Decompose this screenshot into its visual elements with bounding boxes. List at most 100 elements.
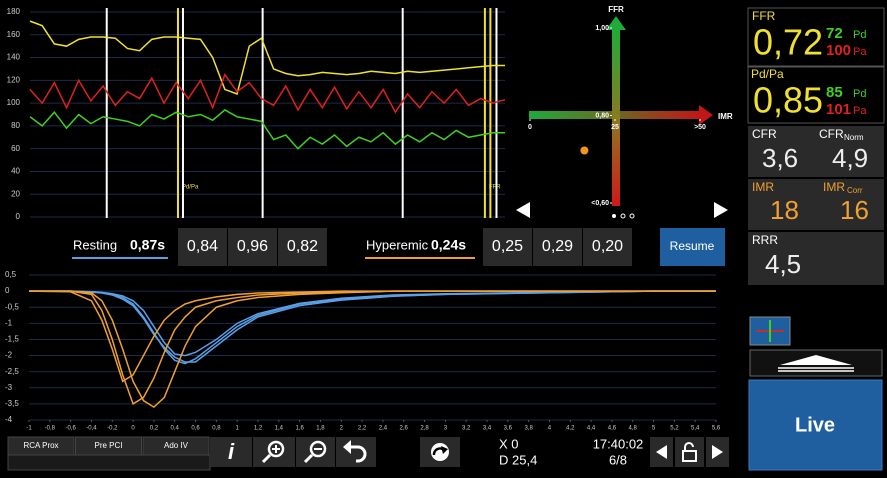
x-tick-label: -0,8	[45, 426, 56, 432]
x-tick-label: 2,6	[400, 426, 409, 432]
series-line	[28, 290, 716, 383]
x-tick-label: 0	[131, 426, 135, 432]
drawer-icon	[780, 355, 852, 365]
info-button[interactable]	[210, 437, 252, 467]
measurement-box	[533, 228, 582, 266]
series-line	[29, 290, 716, 406]
x-tick-label: 3,8	[524, 426, 533, 432]
measurement-value: 0,96	[237, 238, 268, 255]
x-tick-label: 5,4	[691, 426, 700, 432]
hyperemic-label: Hyperemic	[366, 237, 429, 252]
x-tick-label: 0,2	[150, 426, 159, 432]
y-tick-label: 0,80	[595, 112, 609, 119]
tab-label: RCA Prox	[23, 441, 58, 450]
cfr-norm-sub: Norm	[844, 133, 864, 142]
pa-label: Pa	[853, 46, 867, 58]
live-label: Live	[795, 414, 835, 436]
x-tick-label: 0	[528, 124, 532, 131]
x-tick-label: 4,4	[587, 426, 596, 432]
measurement-value: 0,20	[592, 238, 623, 255]
y-tick-label: 60	[11, 144, 20, 153]
pd-label: Pd	[853, 88, 866, 100]
x-tick-label: 0,4	[171, 426, 180, 432]
ffr-axis	[612, 30, 620, 206]
y-tick-label: 80	[11, 121, 20, 130]
page-dot	[620, 213, 626, 219]
x-tick-label: 1	[236, 426, 240, 432]
prev-icon	[656, 445, 667, 459]
ffr-value: 0,72	[753, 22, 823, 63]
live-button[interactable]	[748, 379, 883, 471]
y-tick-label: <0,60	[591, 200, 609, 207]
measurement-value: 0,25	[492, 238, 523, 255]
x-tick-label: 3,4	[483, 426, 492, 432]
cursor-x: X 0	[499, 436, 519, 451]
resting-label: Resting	[73, 237, 117, 252]
y-tick-label: -3,5	[5, 399, 19, 408]
rrr-box	[748, 232, 884, 285]
x-tick-label: 3,2	[462, 426, 471, 432]
y-tick-label: 0	[16, 212, 21, 221]
y-tick-label: 0,5	[5, 270, 17, 279]
y-tick-label: 160	[7, 30, 21, 39]
x-tick-label: 5	[652, 426, 656, 432]
cfr-value: 3,6	[762, 143, 798, 173]
y-tick-label: -2	[5, 351, 13, 360]
cfr-box	[748, 126, 884, 177]
tab[interactable]	[142, 436, 210, 456]
measurement-value: 0,84	[187, 238, 218, 255]
cfr-norm-label: CFR	[819, 127, 844, 141]
zoom-in-icon	[267, 440, 285, 458]
tab[interactable]	[7, 436, 75, 456]
x-tick-label: 0,6	[191, 426, 200, 432]
cursor-d: D 25,4	[499, 452, 537, 467]
x-tick-label: 0,8	[212, 426, 221, 432]
rrr-value: 4,5	[765, 249, 801, 279]
tab-label: Ado IV	[164, 441, 189, 450]
pdpa-label: Pd/Pa	[751, 67, 784, 81]
imr-box	[748, 179, 884, 230]
y-tick-label: -1	[5, 318, 13, 327]
y-tick-label: 120	[7, 75, 21, 84]
page-counter: 6/8	[609, 452, 627, 467]
redo-icon	[441, 446, 448, 454]
cfr-norm-value: 4,9	[832, 143, 868, 173]
series-line	[29, 20, 505, 95]
x-tick-label: 1,4	[275, 426, 284, 432]
y-tick-label: 40	[11, 167, 20, 176]
imr-value: 18	[770, 195, 799, 225]
next-page[interactable]	[714, 202, 728, 218]
zoom-in-icon	[261, 453, 272, 464]
y-tick-label: 100	[7, 98, 21, 107]
imr-corr-value: 16	[840, 195, 869, 225]
imr-arrow	[699, 105, 713, 125]
x-tick-label: 4,6	[608, 426, 617, 432]
resting-mean: 0,87s	[130, 237, 165, 253]
x-tick-label: 1,6	[295, 426, 304, 432]
measurement-box	[178, 228, 227, 266]
x-tick-label: 1,2	[254, 426, 263, 432]
x-tick-label: 3	[444, 426, 448, 432]
measurement-box	[228, 228, 277, 266]
ffr-box	[747, 7, 885, 67]
pa-value: 100	[826, 42, 851, 59]
x-tick-label: 2,4	[379, 426, 388, 432]
x-tick-label: 4,8	[629, 426, 638, 432]
hyperemic-mean: 0,24s	[431, 237, 466, 253]
y-tick-label: 0	[5, 286, 10, 295]
prev-page[interactable]	[516, 202, 530, 218]
x-tick-label: 2,2	[358, 426, 367, 432]
series-line	[29, 290, 716, 357]
x-tick-label: -0,4	[86, 426, 97, 432]
y-tick-label: 1,00	[595, 25, 609, 32]
y-tick-label: -3	[5, 383, 13, 392]
lock-icon	[684, 442, 694, 451]
imr-label: IMR	[752, 180, 774, 194]
axis-label: FFR	[608, 5, 624, 14]
series-line	[29, 290, 716, 363]
x-tick-label: 4	[548, 426, 552, 432]
resume-button[interactable]	[660, 228, 725, 266]
tab[interactable]	[75, 436, 142, 456]
